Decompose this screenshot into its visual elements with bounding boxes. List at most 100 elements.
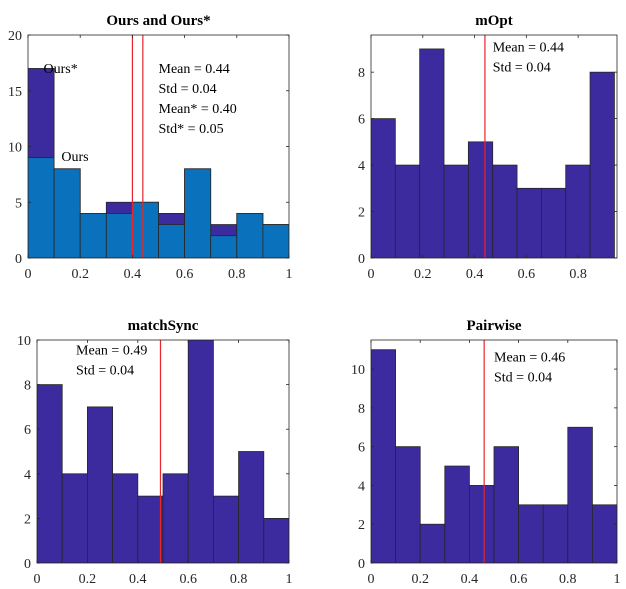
histogram-bar: [131, 201, 159, 258]
stats-annotation: Mean = 0.46: [494, 350, 565, 365]
x-tick-label: 0.2: [71, 267, 89, 282]
histogram-bar: [540, 187, 567, 258]
histogram-bar: [162, 473, 189, 563]
histogram-bar: [518, 504, 544, 563]
histogram-bar: [467, 141, 494, 258]
histogram-bar: [565, 164, 591, 258]
chart-panel-2: 0 0.2 0.4 0.6 0.8 0 2 4 6 8 mOpt Mean = 0.44 Std = 0…: [358, 13, 618, 282]
stats-annotation: Mean = 0.44: [493, 40, 564, 55]
y-tick-label: 10: [351, 363, 365, 378]
y-tick-label: 8: [358, 66, 365, 81]
y-tick-label: 5: [15, 196, 22, 211]
x-tick-label: 0.8: [228, 267, 246, 282]
x-tick-label: 0.8: [569, 267, 587, 282]
x-tick-label: 0.8: [559, 572, 577, 587]
x-tick-label: 0.4: [129, 572, 147, 587]
y-tick-label: 2: [358, 518, 365, 533]
y-tick-label: 8: [24, 379, 31, 394]
x-tick-label: 0.6: [176, 267, 194, 282]
stats-annotation: Std = 0.04: [76, 363, 134, 378]
x-tick-label: 0: [34, 572, 41, 587]
histogram-bar: [589, 71, 615, 258]
histogram-bar: [53, 168, 81, 258]
histogram-bar: [28, 157, 55, 258]
axes-box: [370, 339, 618, 564]
series-1: [371, 349, 617, 563]
x-tick-label: 1: [614, 572, 621, 587]
series-1: [37, 340, 289, 563]
plot-area: [371, 340, 617, 563]
histogram-bar: [567, 426, 593, 563]
x-tick-label: 0.2: [414, 267, 432, 282]
y-tick-label: 2: [358, 206, 365, 221]
stats-annotation: Std = 0.04: [159, 82, 217, 97]
histogram-bar: [212, 495, 239, 563]
y-tick-label: 10: [17, 334, 31, 349]
histogram-bar: [371, 118, 396, 258]
histogram-bar: [468, 485, 495, 563]
plot-area: [37, 340, 289, 563]
histogram-bar: [419, 48, 445, 258]
y-tick-label: 0: [358, 557, 365, 572]
histogram-bar: [158, 224, 186, 258]
series-label: Ours: [61, 150, 88, 165]
histogram-bar: [37, 384, 63, 563]
histogram-bar: [112, 473, 139, 563]
x-tick-label: 0.2: [411, 572, 429, 587]
chart-title: Pairwise: [467, 318, 522, 334]
x-tick-label: 0: [25, 267, 32, 282]
histogram-bar: [394, 164, 421, 258]
histogram-bar: [443, 164, 469, 258]
y-tick-label: 4: [358, 479, 365, 494]
y-tick-label: 4: [24, 468, 31, 483]
x-tick-label: 0.4: [461, 572, 479, 587]
histogram-bar: [184, 168, 212, 258]
histogram-bar: [395, 446, 421, 563]
stats-annotation: Mean* = 0.40: [159, 102, 237, 117]
histogram-bar: [493, 446, 520, 563]
x-tick-label: 0.4: [466, 267, 484, 282]
x-tick-label: 0.2: [79, 572, 97, 587]
y-tick-label: 0: [15, 252, 22, 267]
axes-box: [36, 339, 290, 564]
y-tick-label: 6: [358, 441, 365, 456]
x-tick-label: 0.8: [230, 572, 248, 587]
histogram-bar: [542, 504, 569, 563]
x-tick-label: 0.6: [179, 572, 197, 587]
x-tick-label: 1: [286, 267, 293, 282]
chart-title: matchSync: [128, 318, 199, 334]
histogram-bar: [79, 212, 107, 258]
y-tick-label: 8: [358, 402, 365, 417]
y-tick-label: 6: [358, 113, 365, 128]
y-tick-label: 2: [24, 512, 31, 527]
histogram-bar: [87, 406, 114, 563]
y-tick-label: 0: [358, 252, 365, 267]
histogram-bar: [444, 465, 470, 563]
x-tick-label: 0: [368, 572, 375, 587]
x-tick-label: 0.6: [518, 267, 536, 282]
histogram-bar: [492, 164, 518, 258]
series-label: Ours*: [44, 62, 78, 77]
histogram-bar: [187, 340, 214, 563]
chart-title: Ours and Ours*: [106, 13, 210, 29]
histogram-bar: [516, 187, 542, 258]
histogram-bar: [137, 495, 164, 563]
stats-annotation: Std* = 0.05: [159, 122, 224, 137]
y-tick-label: 4: [358, 159, 365, 174]
histogram-bar: [371, 349, 397, 563]
histogram-bar: [61, 473, 88, 563]
histogram-bar: [105, 212, 133, 258]
histogram-bar: [238, 451, 265, 563]
series-2: [28, 157, 289, 258]
x-tick-label: 0.4: [124, 267, 142, 282]
histogram-bar: [236, 212, 264, 258]
y-tick-label: 6: [24, 423, 31, 438]
stats-annotation: Mean = 0.49: [76, 343, 147, 358]
chart-title: mOpt: [475, 13, 513, 29]
x-tick-label: 0: [368, 267, 375, 282]
plot-area: [371, 35, 615, 258]
x-tick-label: 0.6: [510, 572, 528, 587]
plot-area: [28, 35, 289, 258]
